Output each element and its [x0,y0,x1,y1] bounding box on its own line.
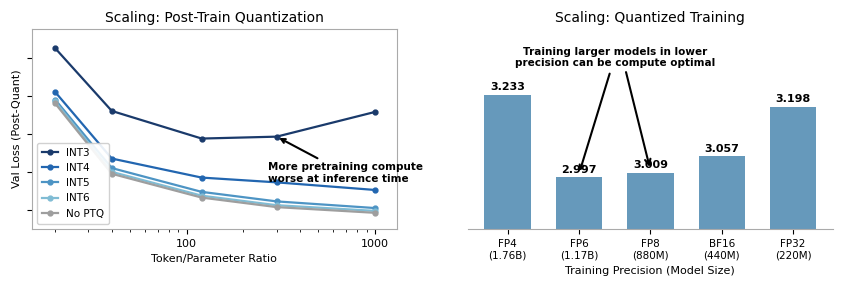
Line: INT6: INT6 [52,99,377,213]
INT3 [272,135,282,138]
INT6 [272,203,282,207]
INT4 [50,90,60,94]
INT6 [197,194,207,197]
X-axis label: Token/Parameter Ratio: Token/Parameter Ratio [151,254,277,264]
Bar [555,177,602,229]
INT3 [371,110,381,114]
INT5 [371,206,381,210]
INT3 [50,46,60,50]
INT3 [106,109,116,113]
INT4 [371,188,381,192]
Text: 3.009: 3.009 [633,160,668,170]
No PTQ [371,211,381,215]
Bar [627,173,674,229]
Bar [699,156,745,229]
INT6 [50,100,60,103]
Text: 3.057: 3.057 [704,144,739,154]
Bar [770,107,816,229]
No PTQ [197,196,207,199]
Title: Scaling: Quantized Training: Scaling: Quantized Training [555,11,745,25]
Bar [484,95,531,229]
Title: Scaling: Post-Train Quantization: Scaling: Post-Train Quantization [105,11,323,25]
No PTQ [272,205,282,209]
Line: INT4: INT4 [52,90,377,192]
INT5 [106,166,116,170]
Legend: INT3, INT4, INT5, INT6, No PTQ: INT3, INT4, INT5, INT6, No PTQ [37,143,109,224]
No PTQ [50,102,60,105]
Line: No PTQ: No PTQ [52,101,377,215]
INT5 [272,200,282,203]
Text: More pretraining compute
worse at inference time: More pretraining compute worse at infere… [268,139,423,184]
INT5 [197,190,207,194]
Line: INT3: INT3 [52,46,377,141]
INT6 [371,209,381,213]
INT6 [106,170,116,174]
Text: 3.198: 3.198 [776,94,811,104]
Text: 3.233: 3.233 [490,82,525,92]
X-axis label: Training Precision (Model Size): Training Precision (Model Size) [565,266,735,276]
INT5 [50,98,60,101]
No PTQ [106,172,116,176]
INT3 [197,137,207,140]
Text: 2.997: 2.997 [561,165,597,174]
INT4 [106,157,116,160]
INT4 [272,181,282,184]
Text: Training larger models in lower
precision can be compute optimal: Training larger models in lower precisio… [515,46,715,169]
Line: INT5: INT5 [52,97,377,210]
INT4 [197,176,207,179]
Y-axis label: Val Loss (Post-Quant): Val Loss (Post-Quant) [11,70,21,188]
